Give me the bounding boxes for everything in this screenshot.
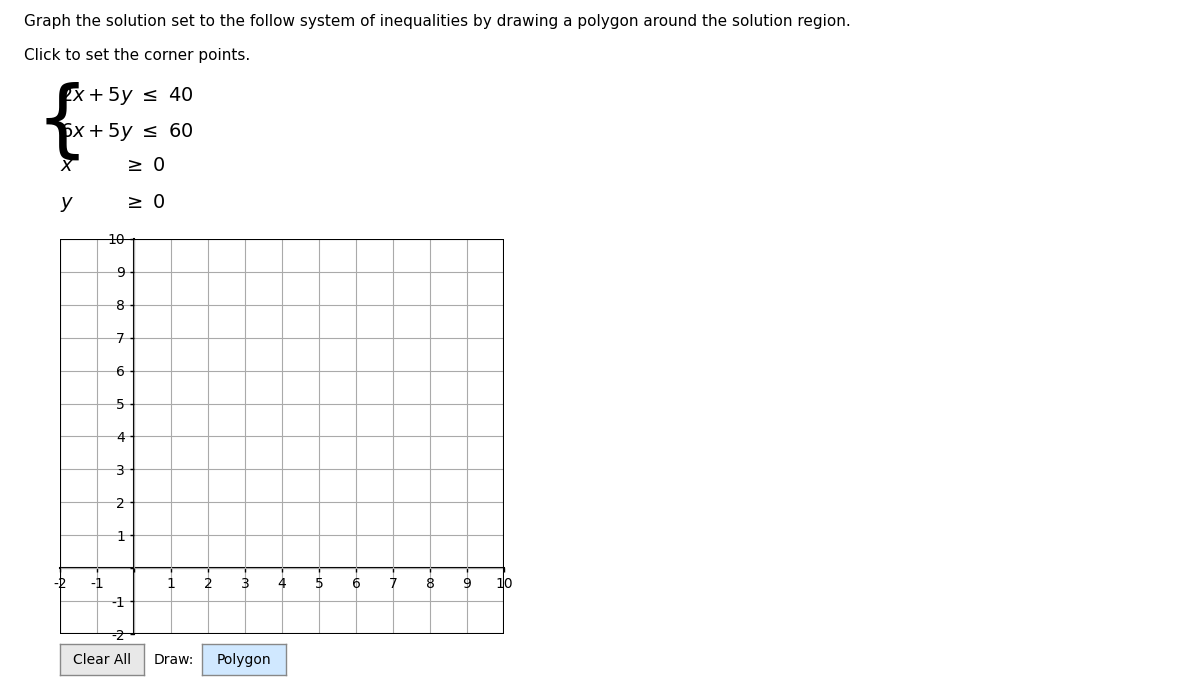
Text: $6x + 5y\ \leq\ 60$: $6x + 5y\ \leq\ 60$ xyxy=(60,121,194,143)
Text: Polygon: Polygon xyxy=(216,653,271,667)
Text: {: { xyxy=(36,82,89,163)
Text: Draw:: Draw: xyxy=(154,653,194,667)
Text: $2x + 5y\ \leq\ 40$: $2x + 5y\ \leq\ 40$ xyxy=(60,85,194,107)
Text: $x\quad\quad\ \ \geq\ 0$: $x\quad\quad\ \ \geq\ 0$ xyxy=(60,156,166,175)
Text: $y\quad\quad\ \ \geq\ 0$: $y\quad\quad\ \ \geq\ 0$ xyxy=(60,192,166,213)
Text: Click to set the corner points.: Click to set the corner points. xyxy=(24,48,251,63)
Text: Graph the solution set to the follow system of inequalities by drawing a polygon: Graph the solution set to the follow sys… xyxy=(24,14,851,29)
Text: Clear All: Clear All xyxy=(73,653,131,667)
